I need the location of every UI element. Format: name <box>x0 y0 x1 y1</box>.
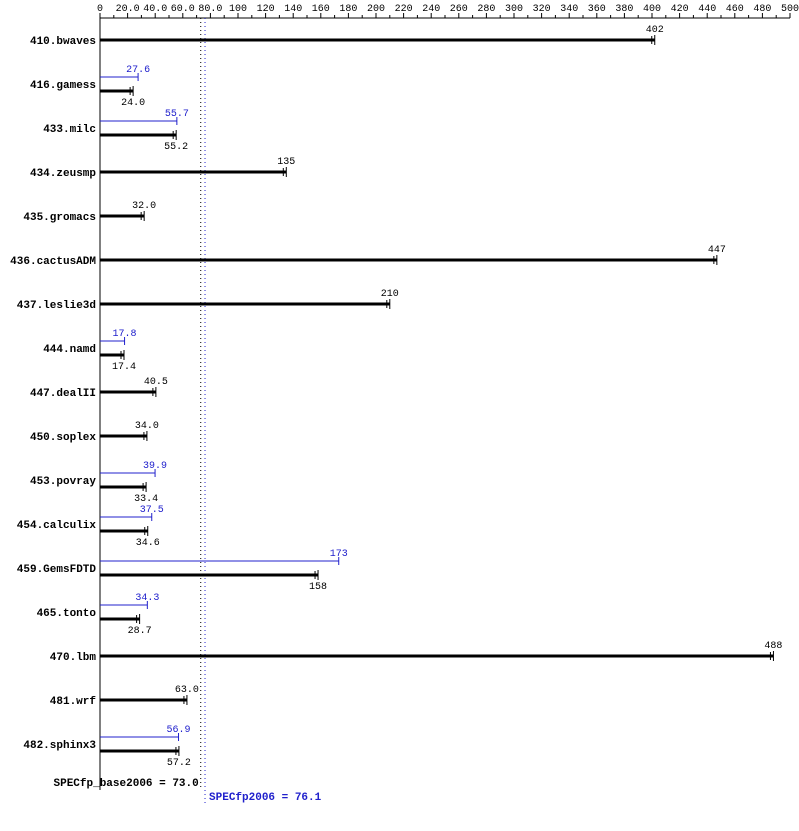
base-value-label: 34.6 <box>136 538 160 549</box>
base-value-label: 40.5 <box>144 377 168 388</box>
x-axis-label: 0 <box>97 4 103 15</box>
peak-value-label: 56.9 <box>167 725 191 736</box>
x-axis-label: 40.0 <box>143 4 167 15</box>
x-axis-label: 480 <box>753 4 771 15</box>
base-value-label: 55.2 <box>164 142 188 153</box>
peak-value-label: 39.9 <box>143 461 167 472</box>
bench-label: 437.leslie3d <box>17 300 96 312</box>
summary-base-label: SPECfp_base2006 = 73.0 <box>54 778 199 790</box>
peak-value-label: 37.5 <box>140 505 164 516</box>
bench-label: 459.GemsFDTD <box>17 564 97 576</box>
bench-label: 447.dealII <box>30 388 96 400</box>
bench-label: 410.bwaves <box>30 36 96 48</box>
x-axis-label: 220 <box>395 4 413 15</box>
x-axis-label: 440 <box>698 4 716 15</box>
peak-value-label: 173 <box>330 549 348 560</box>
base-value-label: 34.0 <box>135 421 159 432</box>
base-value-label: 63.0 <box>175 685 199 696</box>
x-axis-label: 20.0 <box>116 4 140 15</box>
x-axis-label: 140 <box>284 4 302 15</box>
peak-value-label: 17.8 <box>113 329 137 340</box>
base-value-label: 32.0 <box>132 201 156 212</box>
base-value-label: 17.4 <box>112 362 136 373</box>
x-axis-label: 380 <box>615 4 633 15</box>
x-axis-label: 280 <box>477 4 495 15</box>
x-axis-label: 120 <box>257 4 275 15</box>
x-axis-label: 80.0 <box>198 4 222 15</box>
summary-peak-label: SPECfp2006 = 76.1 <box>209 792 322 804</box>
x-axis-label: 260 <box>450 4 468 15</box>
x-axis-label: 300 <box>505 4 523 15</box>
base-value-label: 158 <box>309 582 327 593</box>
x-axis-label: 240 <box>422 4 440 15</box>
peak-value-label: 34.3 <box>135 593 159 604</box>
x-axis-label: 400 <box>643 4 661 15</box>
x-axis-label: 460 <box>726 4 744 15</box>
bench-label: 433.milc <box>43 124 96 136</box>
x-axis-label: 100 <box>229 4 247 15</box>
x-axis-label: 340 <box>560 4 578 15</box>
bench-label: 482.sphinx3 <box>23 740 96 752</box>
base-value-label: 210 <box>381 289 399 300</box>
bench-label: 450.soplex <box>30 432 96 444</box>
spec-chart: 0 20.040.0 60.080.0 100 120 140 160 180 200 220 24… <box>0 0 799 831</box>
base-value-label: 24.0 <box>121 98 145 109</box>
base-value-label: 28.7 <box>128 626 152 637</box>
bench-label: 436.cactusADM <box>10 256 96 268</box>
base-value-label: 488 <box>764 641 782 652</box>
peak-value-label: 27.6 <box>126 65 150 76</box>
x-axis-label: 160 <box>312 4 330 15</box>
bench-label: 444.namd <box>43 344 96 356</box>
base-value-label: 135 <box>277 157 295 168</box>
peak-value-label: 55.7 <box>165 109 189 120</box>
x-axis-label: 180 <box>339 4 357 15</box>
bench-label: 434.zeusmp <box>30 168 96 180</box>
bench-label: 470.lbm <box>50 652 97 664</box>
bench-label: 454.calculix <box>17 520 97 532</box>
x-axis-label: 500 <box>781 4 799 15</box>
x-axis-label: 60.0 <box>171 4 195 15</box>
base-value-label: 33.4 <box>134 494 158 505</box>
bench-label: 453.povray <box>30 476 96 488</box>
x-axis-label: 420 <box>671 4 689 15</box>
x-axis-label: 200 <box>367 4 385 15</box>
x-axis-label: 320 <box>533 4 551 15</box>
bench-label: 481.wrf <box>50 696 97 708</box>
bench-label: 416.gamess <box>30 80 96 92</box>
base-value-label: 402 <box>646 25 664 36</box>
x-axis-label: 360 <box>588 4 606 15</box>
bench-label: 435.gromacs <box>23 212 96 224</box>
base-value-label: 57.2 <box>167 758 191 769</box>
base-value-label: 447 <box>708 245 726 256</box>
bench-label: 465.tonto <box>37 608 97 620</box>
